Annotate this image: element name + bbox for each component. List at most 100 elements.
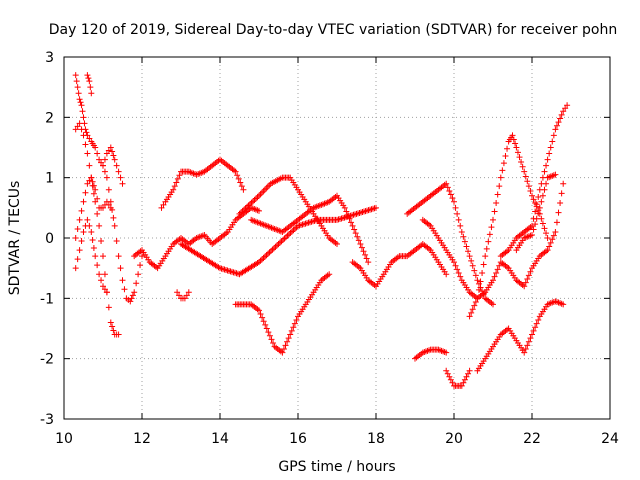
data-point <box>550 232 557 239</box>
data-point <box>357 241 364 248</box>
data-point <box>344 212 351 219</box>
data-point <box>107 144 114 151</box>
data-point <box>86 222 93 229</box>
data-point <box>549 236 556 243</box>
data-point <box>119 180 126 187</box>
data-point <box>84 180 91 187</box>
data-point <box>494 266 501 273</box>
series-track-c <box>72 174 114 241</box>
data-point <box>96 222 103 229</box>
series-track-n <box>349 241 450 290</box>
data-point <box>522 346 529 353</box>
plot-frame <box>63 56 611 420</box>
data-point <box>557 200 564 207</box>
data-point <box>280 346 287 353</box>
data-point <box>77 99 84 106</box>
series-track-s <box>474 298 567 374</box>
data-point <box>493 269 500 276</box>
data-point <box>346 215 353 222</box>
data-point <box>524 276 531 283</box>
data-point <box>490 301 496 308</box>
data-point <box>532 208 539 215</box>
data-point <box>451 259 457 266</box>
data-point <box>550 132 557 139</box>
data-point <box>444 370 451 377</box>
data-point <box>176 172 183 179</box>
data-point <box>544 156 551 163</box>
data-point <box>237 179 244 186</box>
data-point <box>121 286 128 293</box>
data-point <box>535 317 542 324</box>
data-point <box>444 184 451 191</box>
data-point <box>89 178 96 185</box>
x-tick-label: 18 <box>367 431 385 447</box>
data-point <box>558 111 565 118</box>
data-point <box>88 90 95 97</box>
series-track-v <box>513 171 559 254</box>
data-point <box>113 238 120 245</box>
data-point <box>463 243 470 250</box>
series-track-d <box>72 216 110 296</box>
data-point <box>509 132 516 139</box>
data-point <box>521 168 528 175</box>
data-point <box>522 173 529 180</box>
data-point <box>78 126 85 133</box>
data-point <box>83 129 90 136</box>
data-point <box>103 150 110 157</box>
data-point <box>466 253 473 260</box>
y-tick-label: -1 <box>40 291 54 307</box>
data-point <box>530 196 537 203</box>
data-point <box>90 182 97 189</box>
data-point <box>480 261 487 268</box>
data-point <box>553 122 560 129</box>
data-point <box>355 237 362 244</box>
data-point <box>553 219 560 226</box>
data-point <box>529 331 535 338</box>
data-points <box>72 72 571 389</box>
data-point <box>552 126 559 133</box>
data-point <box>128 295 135 302</box>
x-axis-title: GPS time / hours <box>278 459 395 475</box>
data-point <box>105 147 112 154</box>
data-point <box>90 190 97 197</box>
data-point <box>552 171 559 178</box>
data-point <box>547 144 554 151</box>
data-point <box>474 295 481 302</box>
series-track-e <box>84 72 95 97</box>
y-tick-labels: -3 -2 -1 0 1 2 3 <box>40 50 54 428</box>
data-point <box>457 273 464 280</box>
data-point <box>72 72 79 79</box>
data-point <box>80 132 87 139</box>
data-point <box>110 327 117 334</box>
x-tick-label: 10 <box>55 431 73 447</box>
data-point <box>101 271 108 278</box>
data-point <box>98 238 105 245</box>
chart-title: Day 120 of 2019, Sidereal Day-to-day VTE… <box>49 22 617 38</box>
data-point <box>76 96 83 103</box>
data-point <box>527 187 534 194</box>
series-track-u <box>497 102 571 260</box>
data-point <box>454 210 461 217</box>
data-point <box>558 190 565 197</box>
data-point <box>113 162 120 169</box>
data-point <box>533 201 540 208</box>
data-point <box>490 277 496 284</box>
data-point <box>174 289 181 296</box>
data-point <box>74 256 81 263</box>
data-point <box>268 336 275 343</box>
data-point <box>75 90 82 97</box>
data-point <box>265 329 272 336</box>
data-point <box>76 247 83 254</box>
data-point <box>512 140 519 147</box>
data-point <box>358 244 365 251</box>
data-point <box>110 214 117 221</box>
y-tick-label: -2 <box>40 352 54 368</box>
series-track-l <box>236 174 340 248</box>
data-point <box>525 183 532 190</box>
data-point <box>105 304 112 311</box>
data-point <box>491 273 498 280</box>
data-point <box>287 331 294 338</box>
data-point <box>546 243 553 250</box>
data-point <box>80 198 87 205</box>
